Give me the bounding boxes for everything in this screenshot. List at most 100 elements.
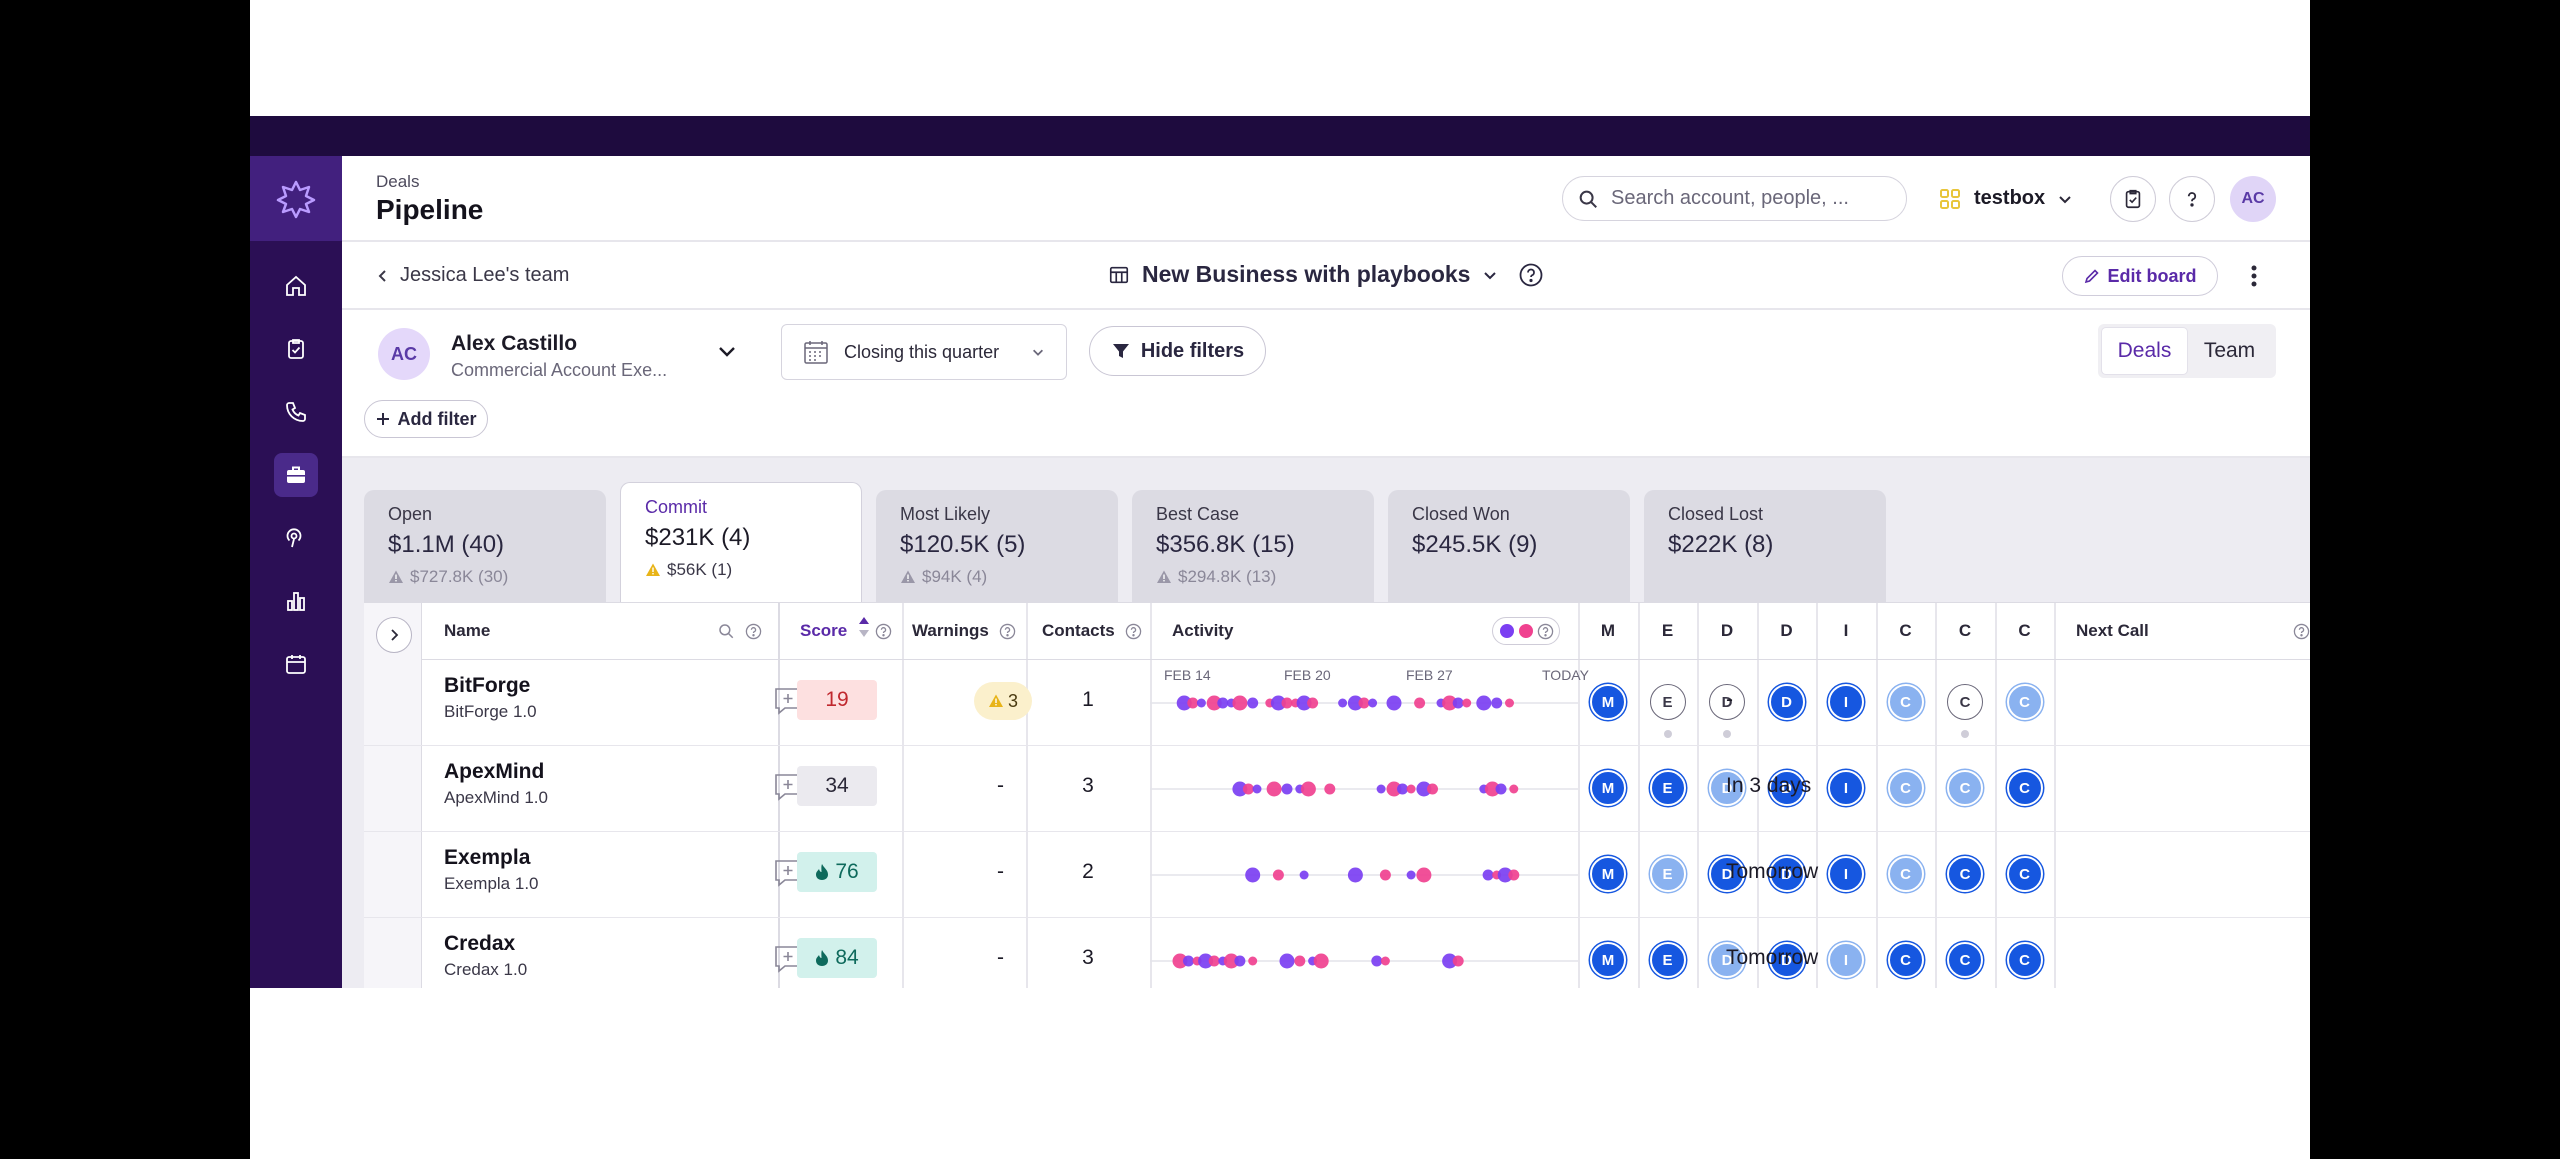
contact-avatar[interactable]: M <box>1590 770 1626 806</box>
column-header-score[interactable]: Score <box>778 603 902 660</box>
activity-dot[interactable] <box>1206 695 1222 711</box>
account-cell[interactable]: Credax Credax 1.0 <box>422 918 801 988</box>
period-dropdown[interactable]: Closing this quarter <box>781 324 1067 380</box>
activity-dot[interactable] <box>1497 867 1513 883</box>
activity-dot[interactable] <box>1386 695 1402 711</box>
activity-dot[interactable] <box>1379 869 1391 881</box>
activity-dot[interactable] <box>1270 695 1286 711</box>
activity-dot[interactable] <box>1324 783 1336 795</box>
activity-dot[interactable] <box>1476 695 1492 711</box>
account-cell[interactable]: Exempla Exempla 1.0 <box>422 832 801 918</box>
account-cell[interactable]: ApexMind ApexMind 1.0 <box>422 746 801 832</box>
activity-dot[interactable] <box>1247 697 1259 709</box>
account-name[interactable]: Exempla <box>444 846 531 869</box>
activity-dot[interactable] <box>1347 695 1363 711</box>
activity-timeline[interactable] <box>1150 918 1578 988</box>
activity-dot[interactable] <box>1376 784 1386 794</box>
activity-timeline[interactable] <box>1150 746 1578 832</box>
help-circle-icon[interactable] <box>1518 262 1544 288</box>
forecast-tab-best-case[interactable]: Best Case $356.8K (15) $294.8K (13) <box>1132 490 1374 602</box>
activity-dot[interactable] <box>1279 953 1295 969</box>
forecast-tab-commit[interactable]: Commit $231K (4) $56K (1) <box>620 482 862 602</box>
sidebar-item-deals[interactable] <box>274 453 318 497</box>
contact-avatar[interactable]: M <box>1590 942 1626 978</box>
activity-dot[interactable] <box>1442 953 1458 969</box>
contact-avatar[interactable]: C <box>1887 770 1924 806</box>
activity-dot[interactable] <box>1183 955 1194 967</box>
activity-dot[interactable] <box>1252 784 1262 794</box>
contact-avatar[interactable]: D <box>1709 856 1745 892</box>
view-toggle-team[interactable]: Team <box>2203 339 2256 362</box>
contact-avatar[interactable]: I <box>1828 684 1864 720</box>
help-button[interactable] <box>2169 176 2215 222</box>
activity-dot[interactable] <box>1198 953 1214 969</box>
activity-dot[interactable] <box>1208 955 1220 967</box>
edit-board-button[interactable]: Edit board <box>2062 256 2218 296</box>
sidebar-item-calendar[interactable] <box>274 642 318 686</box>
contact-avatar[interactable]: C <box>1947 856 1983 892</box>
warnings-badge[interactable]: 3 <box>974 682 1032 720</box>
activity-dot[interactable] <box>1187 697 1199 709</box>
activity-dot[interactable] <box>1217 697 1229 709</box>
account-name[interactable]: Credax <box>444 932 516 955</box>
activity-dot[interactable] <box>1416 867 1432 883</box>
activity-dot[interactable] <box>1452 697 1464 709</box>
activity-dot[interactable] <box>1347 867 1363 883</box>
workspace-switcher[interactable]: testbox <box>1938 176 2073 221</box>
activity-dot[interactable] <box>1338 698 1348 708</box>
contact-avatar[interactable]: M <box>1590 684 1626 720</box>
contact-avatar[interactable]: C <box>1887 856 1924 892</box>
activity-dot[interactable] <box>1452 955 1464 967</box>
activity-dot[interactable] <box>1495 783 1507 795</box>
contact-avatar[interactable]: I <box>1828 770 1864 806</box>
contact-avatar[interactable]: I <box>1828 942 1864 978</box>
sidebar-item-reports[interactable] <box>274 579 318 623</box>
view-toggle-deals[interactable]: Deals <box>2102 328 2187 374</box>
contact-avatar[interactable]: C <box>1887 942 1924 978</box>
activity-dot[interactable] <box>1442 695 1458 711</box>
contact-avatar[interactable]: E <box>1649 770 1686 806</box>
activity-dot[interactable] <box>1427 783 1438 795</box>
contact-avatar[interactable]: C <box>2006 856 2043 892</box>
activity-dot[interactable] <box>1313 953 1329 969</box>
sidebar-item-tasks[interactable] <box>274 327 318 371</box>
hide-filters-button[interactable]: Hide filters <box>1089 326 1266 376</box>
activity-dot[interactable] <box>1242 783 1254 795</box>
account-name[interactable]: BitForge <box>444 674 531 697</box>
activity-dot[interactable] <box>1505 698 1514 708</box>
activity-dot[interactable] <box>1380 956 1390 966</box>
breadcrumb[interactable]: Deals <box>376 172 420 191</box>
activity-dot[interactable] <box>1368 698 1378 708</box>
activity-dot[interactable] <box>1232 695 1248 711</box>
search-icon[interactable] <box>717 622 735 640</box>
activity-dot[interactable] <box>1406 870 1416 880</box>
forecast-tab-open[interactable]: Open $1.1M (40) $727.8K (30) <box>364 490 606 602</box>
activity-dot[interactable] <box>1223 953 1239 969</box>
contact-avatar[interactable]: E <box>1649 684 1686 720</box>
sidebar-item-home[interactable] <box>274 264 318 308</box>
activity-dot[interactable] <box>1172 953 1188 969</box>
activity-dot[interactable] <box>1509 784 1519 794</box>
activity-dot[interactable] <box>1406 784 1416 794</box>
activity-dot[interactable] <box>1248 956 1258 966</box>
forecast-tab-closed-won[interactable]: Closed Won $245.5K (9) <box>1388 490 1630 602</box>
contact-avatar[interactable]: C <box>2006 684 2043 720</box>
contact-avatar[interactable]: D <box>1768 770 1805 806</box>
table-row[interactable]: Credax Credax 1.0 84-3 M E D D I C C C Tomorrow <box>364 918 2310 988</box>
activity-dot[interactable] <box>1232 781 1248 797</box>
more-options-button[interactable] <box>2242 258 2266 294</box>
activity-dot[interactable] <box>1176 695 1192 711</box>
activity-timeline[interactable] <box>1150 832 1578 918</box>
contact-avatar[interactable]: D <box>1768 684 1805 720</box>
contact-avatar[interactable]: E <box>1649 856 1686 892</box>
forecast-tab-most-likely[interactable]: Most Likely $120.5K (5) $94K (4) <box>876 490 1118 602</box>
contact-avatar[interactable]: C <box>2006 770 2043 806</box>
search-box[interactable] <box>1562 176 1907 221</box>
contact-avatar[interactable]: D <box>1768 942 1805 978</box>
activity-dot[interactable] <box>1371 955 1383 967</box>
contact-avatar[interactable]: D <box>1709 684 1745 720</box>
activity-dot[interactable] <box>1307 697 1319 709</box>
activity-legend[interactable] <box>1492 617 1560 645</box>
sidebar-item-calls[interactable] <box>274 390 318 434</box>
contact-avatar[interactable]: C <box>1947 770 1983 806</box>
